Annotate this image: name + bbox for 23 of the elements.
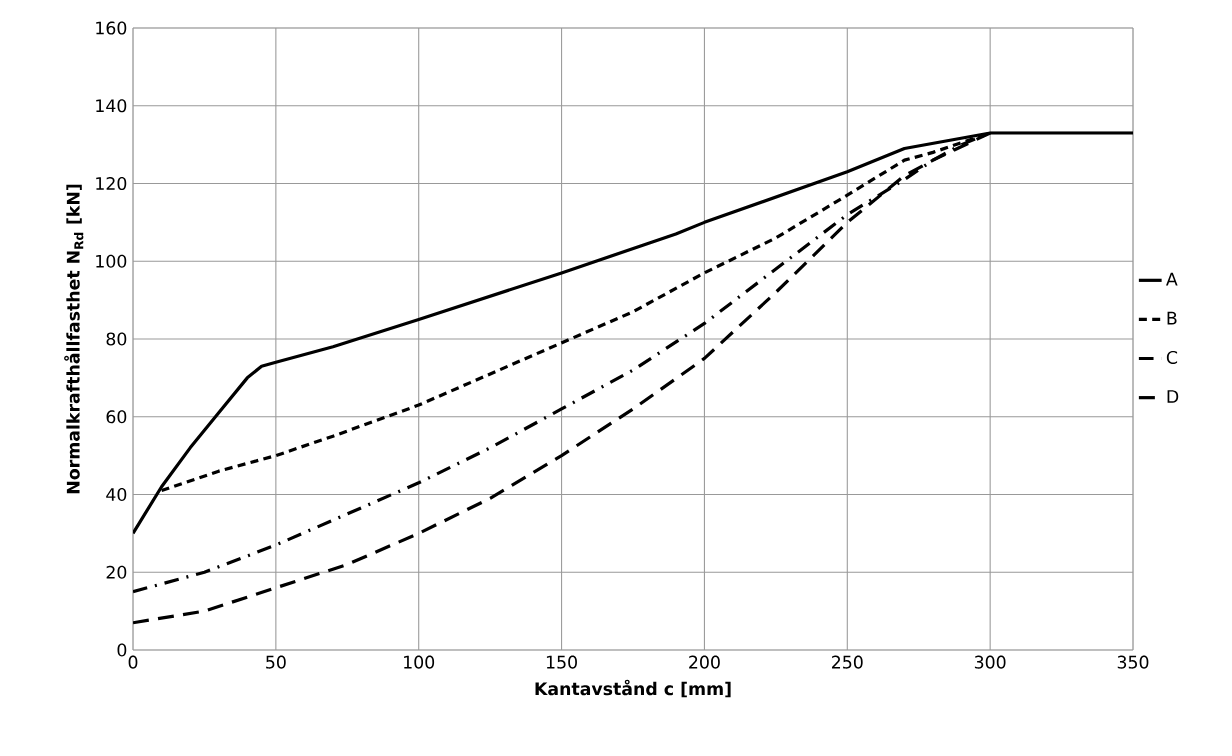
x-tick-label: 200 bbox=[689, 655, 720, 669]
y-tick-label: 120 bbox=[96, 176, 127, 191]
legend-label: A bbox=[1166, 272, 1178, 286]
x-axis-title: Kantavstånd c [mm] bbox=[535, 679, 731, 698]
legend-label: D bbox=[1167, 390, 1179, 403]
y-tick-label: 160 bbox=[96, 21, 127, 35]
x-tick-label: 50 bbox=[266, 655, 286, 669]
y-tick-label: 80 bbox=[106, 332, 127, 346]
y-tick-label: 0 bbox=[117, 643, 127, 657]
y-axis-title: Normalkrafthållfasthet N$_{Rd}$ [kN] bbox=[64, 184, 84, 494]
y-tick-label: 20 bbox=[106, 565, 127, 579]
y-tick-label: 60 bbox=[106, 410, 127, 424]
x-tick-label: 250 bbox=[832, 655, 863, 669]
x-tick-label: 150 bbox=[546, 655, 577, 669]
legend-label: C bbox=[1166, 350, 1178, 364]
legend-label: B bbox=[1167, 311, 1177, 325]
y-tick-label: 140 bbox=[96, 99, 127, 113]
x-tick-label: 0 bbox=[128, 655, 138, 669]
x-tick-label: 100 bbox=[404, 655, 435, 669]
x-tick-label: 350 bbox=[1117, 655, 1149, 669]
x-tick-label: 300 bbox=[974, 655, 1006, 669]
y-tick-label: 40 bbox=[106, 487, 127, 502]
y-tick-label: 100 bbox=[96, 254, 127, 268]
